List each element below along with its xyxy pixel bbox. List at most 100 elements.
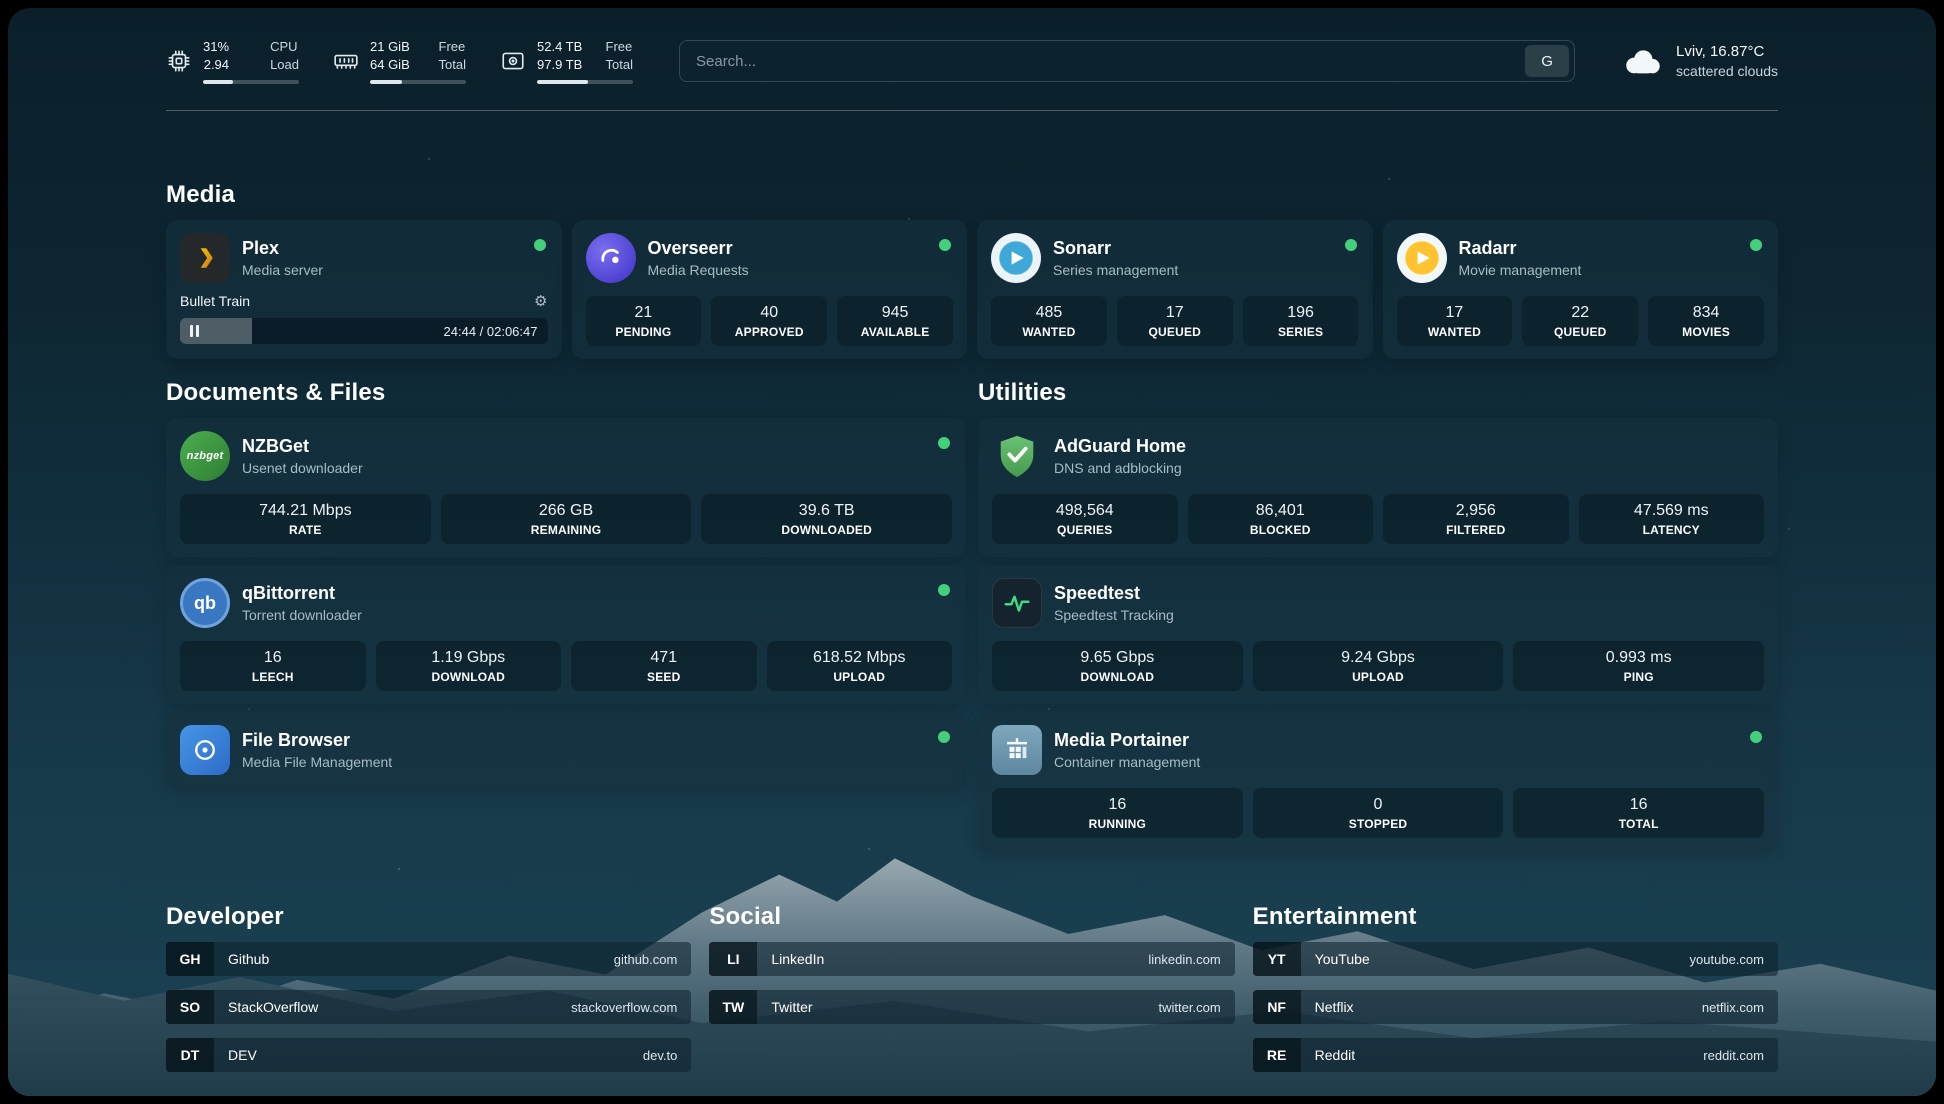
app-subtitle: DNS and adblocking [1054, 459, 1182, 476]
bookmark-abbr: YT [1252, 942, 1301, 977]
bookmark-abbr: LI [709, 942, 758, 977]
bookmark-url: netflix.com [1701, 999, 1764, 1015]
overseerr-card[interactable]: Overseerr Media Requests 21 PENDING 40 APP… [571, 220, 967, 360]
disk-icon [502, 52, 524, 70]
playback-progress-bar[interactable]: 24:44 / 02:06:47 [180, 318, 548, 345]
bookmark-abbr: DT [166, 1038, 214, 1073]
search-bar: G [679, 40, 1576, 83]
bookmark-github[interactable]: GH Github github.com [166, 942, 692, 977]
dashboard-content: 31% 2.94 CPU Load [8, 8, 1936, 1096]
cpu-load-label: Load [270, 56, 299, 72]
status-dot [938, 437, 950, 450]
stat-download: 9.65 Gbps DOWNLOAD [992, 641, 1243, 692]
plex-card[interactable]: Plex Media server Bullet Train ⚙ 24:44 /… [166, 220, 562, 360]
disk-free-label: Free [605, 39, 633, 54]
status-dot [1750, 239, 1762, 252]
app-name: NZBGet [242, 436, 309, 457]
ram-progress-fill [370, 80, 402, 85]
stat-running: 16 RUNNING [992, 788, 1243, 839]
app-name: qBittorrent [242, 583, 335, 604]
bookmark-name: YouTube [1314, 951, 1370, 968]
stat-available: 945 AVAILABLE [837, 296, 953, 347]
stat-pending: 21 PENDING [585, 296, 702, 347]
bookmark-name: DEV [228, 1047, 257, 1064]
cpu-load-value: 2.94 [203, 56, 230, 72]
speedtest-card[interactable]: Speedtest Speedtest Tracking 9.65 Gbps DO… [978, 565, 1778, 705]
stat-latency: 47.569 ms LATENCY [1578, 494, 1764, 545]
cpu-icon [168, 50, 190, 72]
nzbget-card[interactable]: nzbget NZBGet Usenet downloader 744.21 M… [166, 418, 966, 558]
stat-filtered: 2,956 FILTERED [1383, 494, 1569, 545]
bookmark-dev[interactable]: DT DEV dev.to [166, 1038, 692, 1073]
stat-series: 196 SERIES [1242, 296, 1359, 347]
bookmark-url: github.com [613, 951, 678, 967]
documents-section-title: Documents & Files [166, 379, 386, 407]
bookmark-reddit[interactable]: RE Reddit reddit.com [1252, 1038, 1778, 1073]
stat-seed: 471 SEED [571, 641, 757, 692]
status-dot [938, 731, 950, 744]
cpu-usage-percent: 31% [203, 39, 230, 54]
search-input[interactable] [680, 41, 1526, 82]
bookmark-url: reddit.com [1703, 1047, 1764, 1063]
sonarr-card[interactable]: Sonarr Series management 485 WANTED 17 QUE… [977, 220, 1373, 360]
app-subtitle: Torrent downloader [242, 606, 362, 623]
radarr-icon [1396, 233, 1447, 284]
social-section-title: Social [709, 903, 782, 931]
app-name: Radarr [1458, 238, 1517, 259]
now-playing-title: Bullet Train [180, 293, 251, 310]
app-subtitle: Series management [1053, 261, 1179, 278]
speedtest-icon [992, 578, 1042, 629]
bookmark-netflix[interactable]: NF Netflix netflix.com [1252, 990, 1778, 1025]
disk-progress-bar [537, 80, 633, 85]
stat-movies: 834 MOVIES [1648, 296, 1764, 347]
bookmark-youtube[interactable]: YT YouTube youtube.com [1252, 942, 1778, 977]
app-subtitle: Media File Management [242, 753, 393, 770]
bookmark-url: linkedin.com [1148, 951, 1221, 967]
bookmark-stackoverflow[interactable]: SO StackOverflow stackoverflow.com [166, 990, 692, 1025]
radarr-card[interactable]: Radarr Movie management 17 WANTED 22 QUEUE… [1382, 220, 1778, 360]
snow-specks [8, 8, 10, 10]
qbittorrent-card[interactable]: qb qBittorrent Torrent downloader 16 LEEC… [166, 565, 966, 705]
filebrowser-card[interactable]: File Browser Media File Management [166, 712, 966, 789]
bookmark-abbr: SO [166, 990, 214, 1025]
bookmark-abbr: NF [1252, 990, 1301, 1025]
disk-free-value: 52.4 TB [537, 39, 583, 54]
portainer-card[interactable]: Media Portainer Container management 16 R… [978, 712, 1778, 852]
filebrowser-icon [180, 725, 230, 776]
cloud-icon [1626, 49, 1660, 73]
social-section: Social LI LinkedIn linkedin.com TW Twitt… [709, 903, 1235, 1072]
playback-time: 24:44 / 02:06:47 [443, 323, 538, 339]
bookmark-url: dev.to [642, 1047, 678, 1063]
weather-location: Lviv, 16.87°C [1676, 43, 1765, 61]
ram-icon [334, 54, 358, 69]
bookmark-twitter[interactable]: TW Twitter twitter.com [709, 990, 1235, 1025]
disk-metric: 52.4 TB 97.9 TB Free Total [500, 38, 633, 85]
pause-button[interactable] [180, 318, 209, 344]
app-subtitle: Speedtest Tracking [1054, 606, 1174, 623]
search-engine-button[interactable]: G [1525, 45, 1570, 78]
bookmark-url: stackoverflow.com [571, 999, 678, 1015]
utilities-section-title: Utilities [978, 379, 1067, 407]
adguard-card[interactable]: AdGuard Home DNS and adblocking 498,564 Q… [978, 418, 1778, 558]
bookmark-name: Twitter [771, 999, 813, 1016]
stat-upload: 9.24 Gbps UPLOAD [1252, 641, 1504, 692]
app-subtitle: Container management [1054, 753, 1201, 770]
app-name: Overseerr [647, 238, 733, 259]
qbittorrent-icon: qb [180, 578, 230, 629]
sonarr-icon [991, 233, 1041, 284]
stat-stopped: 0 STOPPED [1252, 788, 1504, 839]
stat-wanted: 17 WANTED [1396, 296, 1513, 347]
dashboard-root: 31% 2.94 CPU Load [8, 8, 1936, 1096]
developer-section-title: Developer [166, 903, 284, 931]
weather-widget: Lviv, 16.87°C scattered clouds [1621, 43, 1778, 79]
stat-remaining: 266 GB REMAINING [440, 494, 692, 545]
settings-gear-icon[interactable]: ⚙ [534, 293, 548, 311]
stat-queued: 17 QUEUED [1116, 296, 1233, 347]
bookmark-name: LinkedIn [771, 951, 825, 968]
media-section-title: Media [166, 181, 236, 209]
stat-blocked: 86,401 BLOCKED [1187, 494, 1373, 545]
bookmark-url: youtube.com [1689, 951, 1764, 967]
stat-rate: 744.21 Mbps RATE [180, 494, 431, 545]
status-dot [533, 239, 546, 252]
bookmark-linkedin[interactable]: LI LinkedIn linkedin.com [709, 942, 1235, 977]
